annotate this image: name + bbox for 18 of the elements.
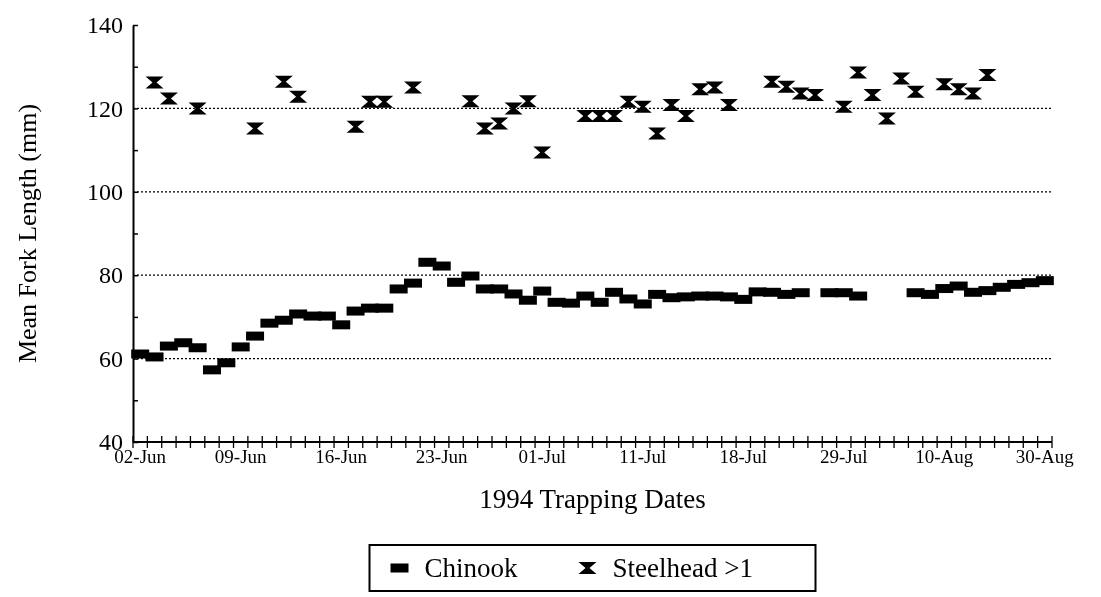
x-tick-label: 11-Jul	[619, 446, 667, 468]
x-tick-label: 01-Jul	[518, 446, 566, 468]
x-tick-label: 30-Aug	[1015, 446, 1075, 468]
y-axis-title: Mean Fork Length (mm)	[13, 103, 42, 364]
x-tick-label: 10-Aug	[915, 446, 974, 468]
x-tick-label: 16-Jun	[315, 446, 368, 468]
y-tick-label: 80	[99, 262, 123, 289]
legend-label: Steelhead >1	[612, 553, 753, 583]
y-tick-label: 60	[99, 345, 123, 372]
x-tick-label: 29-Jul	[820, 446, 868, 468]
y-tick-label: 140	[87, 12, 123, 39]
x-tick-label: 23-Jun	[415, 446, 469, 468]
x-tick-label: 18-Jul	[719, 446, 768, 468]
x-axis-title: 1994 Trapping Dates	[479, 484, 706, 514]
y-tick-label: 100	[87, 178, 123, 205]
y-tick-label: 120	[87, 95, 123, 122]
legend-label: Chinook	[424, 553, 519, 583]
x-tick-label: 09-Jun	[214, 446, 268, 468]
